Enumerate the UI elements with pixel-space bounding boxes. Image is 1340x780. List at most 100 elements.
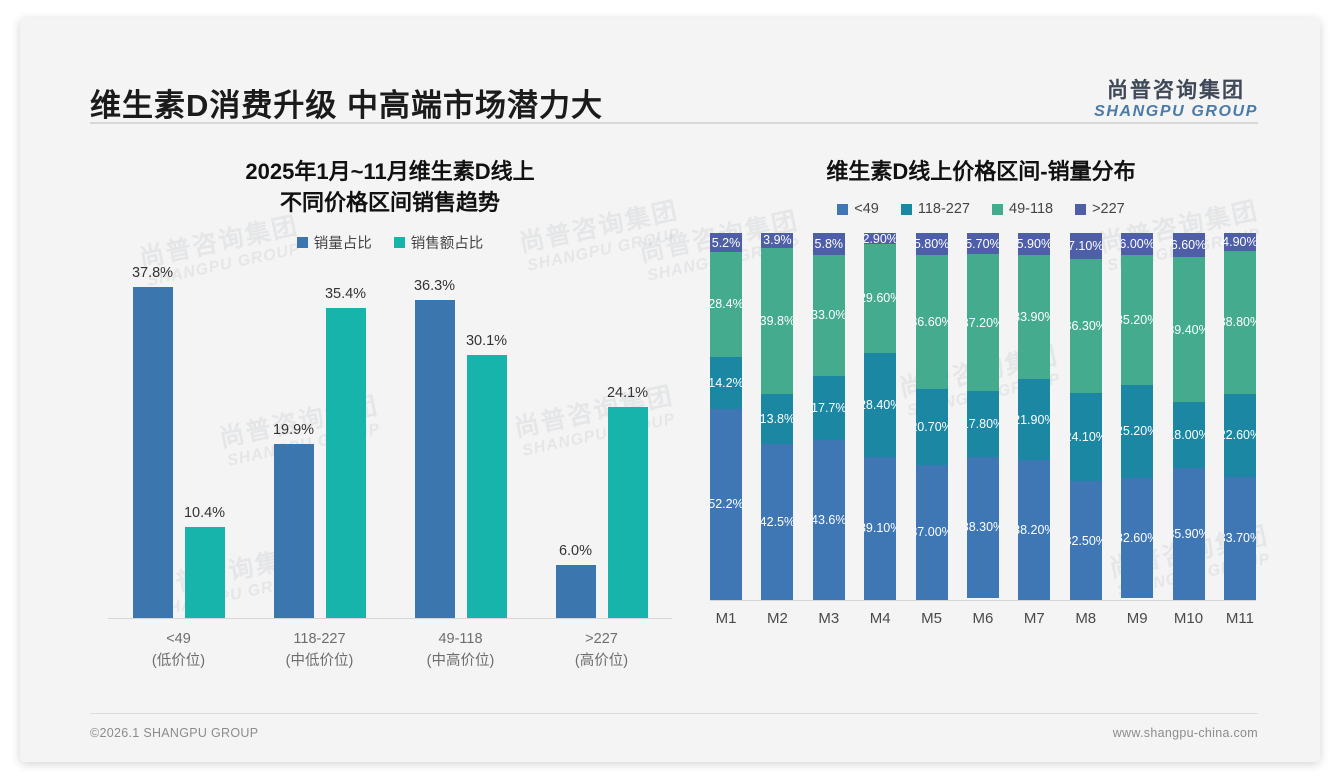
legend-label: 49-118 (1009, 201, 1054, 218)
stacked-bar-column[interactable]: 6.60% 39.40% 18.00% 35.90% (1172, 233, 1205, 601)
logo-cn-text: 尚普咨询集团 (1107, 79, 1246, 102)
bar-value-label: 6.0% (558, 543, 593, 560)
stacked-bar-column[interactable]: 5.8% 33.0% 17.7% 43.6% (812, 233, 845, 601)
segment-value-label: 37.20% (967, 315, 999, 330)
stack-segment-118-227: 17.7% (812, 375, 845, 441)
bar-销量占比[interactable]: 6.0% (555, 543, 596, 619)
segment-value-label: 38.20% (1018, 523, 1050, 538)
bar-销售额占比[interactable]: 35.4% (325, 286, 366, 619)
legend-swatch-icon (900, 203, 912, 215)
stack-segment-<49: 32.60% (1121, 477, 1154, 598)
bar-销售额占比[interactable]: 24.1% (607, 385, 648, 619)
stacked-chart-legend: <49 118-227 49-118 >227 (696, 201, 1266, 217)
segment-value-label: 33.0% (812, 308, 845, 322)
segment-value-label: 36.30% (1070, 318, 1102, 333)
stack-segment-<49: 33.70% (1223, 476, 1256, 601)
bar-value-label: 30.1% (465, 333, 508, 350)
legend-label: 销量占比 (313, 236, 372, 253)
segment-value-label: 35.20% (1121, 313, 1153, 328)
stacked-bar-column[interactable]: 4.90% 38.80% 22.60% 33.70% (1223, 233, 1256, 601)
stack-segment->227: 5.70% (966, 233, 999, 255)
legend-item-sales-amount[interactable]: 销售额占比 (393, 232, 484, 253)
segment-value-label: 28.4% (710, 297, 742, 312)
page-title: 维生素D消费升级 中高端市场潜力大 (90, 88, 603, 123)
stacked-bar-column[interactable]: 3.9% 39.8% 13.8% 42.5% (761, 233, 794, 601)
legend-item-sales-volume[interactable]: 销量占比 (296, 232, 372, 253)
legend-label: >227 (1092, 201, 1125, 218)
x-tick-label: M1 (715, 610, 737, 628)
bar-销量占比[interactable]: 37.8% (132, 265, 173, 619)
stack-segment-49-118: 37.20% (966, 254, 999, 392)
stacked-bar-column[interactable]: 6.00% 35.20% 25.20% 32.60% (1121, 233, 1154, 600)
bar-fill (132, 287, 173, 619)
bar-销量占比[interactable]: 19.9% (273, 422, 314, 619)
x-tick-label: M10 (1173, 610, 1204, 628)
bar-销售额占比[interactable]: 10.4% (184, 505, 225, 619)
legend-item-49-118[interactable]: 49-118 (992, 201, 1053, 217)
segment-value-label: 43.6% (812, 513, 845, 528)
segment-value-label: 5.70% (966, 236, 999, 251)
stack-segment->227: 5.2% (710, 233, 742, 253)
x-tick-label: M4 (869, 610, 891, 628)
segment-value-label: 17.7% (812, 400, 845, 415)
bar-销售额占比[interactable]: 30.1% (466, 333, 507, 619)
x-tick-label: 49-118 (中高价位) (426, 631, 495, 670)
stack-segment-<49: 52.2% (710, 408, 742, 601)
segment-value-label: 7.10% (1069, 239, 1102, 254)
legend-swatch-icon (393, 237, 405, 249)
stacked-bar-column[interactable]: 5.70% 37.20% 17.80% 38.30% (966, 233, 999, 600)
stacked-bar-column[interactable]: 5.2% 28.4% 14.2% 52.2% (710, 233, 742, 601)
x-tick-label: M11 (1225, 610, 1254, 628)
bar-销量占比[interactable]: 36.3% (414, 278, 455, 619)
segment-value-label: 22.60% (1224, 428, 1256, 443)
x-tick-label: M8 (1075, 610, 1097, 628)
x-tick-label: M9 (1126, 610, 1148, 628)
segment-value-label: 5.90% (1018, 237, 1051, 252)
stack-segment-49-118: 39.8% (761, 247, 794, 394)
stack-segment-118-227: 24.10% (1069, 392, 1102, 481)
legend-item-<49[interactable]: <49 (837, 201, 879, 217)
stack-segment-49-118: 35.20% (1121, 255, 1154, 385)
segment-value-label: 28.40% (864, 397, 896, 412)
stack-segment-<49: 32.50% (1069, 480, 1102, 601)
stack-segment-49-118: 38.80% (1223, 251, 1256, 394)
grouped-bar-plot-area: 37.8% 10.4% 19.9% 35.4% 36.3% 30.1% 6.0% 24.1% (108, 265, 672, 620)
stacked-bar-column[interactable]: 5.80% 36.60% 20.70% 37.00% (915, 233, 948, 601)
segment-value-label: 42.5% (761, 515, 794, 530)
legend-swatch-icon (992, 203, 1003, 215)
stacked-bar-column[interactable]: 5.90% 33.90% 21.90% 38.20% (1018, 233, 1051, 601)
stacked-bar-column[interactable]: 7.10% 36.30% 24.10% 32.50% (1069, 233, 1102, 601)
bar-value-label: 35.4% (324, 286, 367, 303)
bar-fill (414, 300, 455, 619)
legend-item->227[interactable]: >227 (1075, 201, 1125, 217)
slide-header: 维生素D消费升级 中高端市场潜力大 尚普咨询集团 SHANGPU GROUP (20, 18, 1320, 123)
segment-value-label: 37.00% (916, 525, 948, 540)
legend-label: 销售额占比 (410, 236, 484, 253)
stack-segment->227: 5.90% (1018, 233, 1051, 255)
stacked-bar-column[interactable]: 2.90% 29.60% 28.40% 39.10% (864, 233, 897, 601)
stack-segment-118-227: 13.8% (761, 393, 794, 445)
bar-value-label: 10.4% (183, 505, 226, 522)
segment-value-label: 39.10% (864, 521, 896, 536)
x-tick-label: M7 (1023, 610, 1045, 628)
legend-item-118-227[interactable]: 118-227 (900, 201, 970, 217)
segment-value-label: 2.90% (864, 233, 897, 244)
stack-segment-118-227: 17.80% (966, 391, 999, 457)
footer-website: www.shangpu-china.com (1112, 726, 1258, 740)
bar-fill (325, 308, 366, 619)
stack-segment-49-118: 39.40% (1172, 257, 1205, 403)
stack-segment->227: 7.10% (1069, 233, 1102, 260)
bar-group: 37.8% 10.4% (132, 265, 225, 619)
segment-value-label: 39.8% (761, 313, 794, 328)
grouped-bar-chart-panel: 2025年1月~11月维生素D线上 不同价格区间销售趋势 销量占比 销售额占比 … (90, 138, 690, 698)
segment-value-label: 4.90% (1223, 235, 1256, 250)
stack-segment->227: 6.60% (1172, 233, 1205, 258)
segment-value-label: 25.20% (1121, 424, 1153, 439)
segment-value-label: 29.60% (864, 291, 896, 306)
bar-value-label: 24.1% (606, 385, 649, 402)
segment-value-label: 32.60% (1121, 530, 1153, 545)
bar-fill (184, 527, 225, 619)
stack-segment-118-227: 28.40% (864, 352, 897, 457)
stack-segment-<49: 39.10% (864, 456, 897, 601)
